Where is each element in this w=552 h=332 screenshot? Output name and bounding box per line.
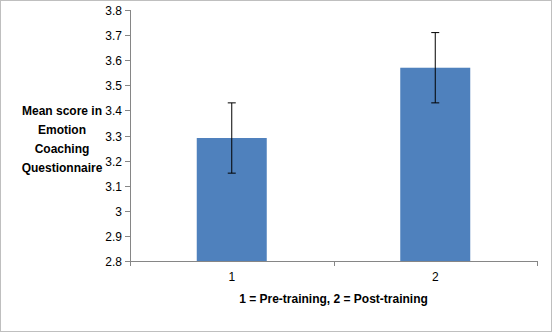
- x-tick: [537, 261, 538, 266]
- chart-frame: [1, 1, 552, 332]
- y-tick-label: 2.8: [105, 255, 122, 269]
- error-stem: [231, 103, 232, 173]
- y-tick-label: 3.2: [105, 155, 122, 169]
- chart: {"chart_data": {"type": "bar", "y_label"…: [0, 0, 552, 332]
- error-cap: [431, 32, 439, 33]
- y-tick-label: 3.6: [105, 54, 122, 68]
- x-tick: [130, 261, 131, 266]
- y-tick: [125, 110, 130, 111]
- y-tick: [125, 35, 130, 36]
- y-axis-label: Mean score in Emotion Coaching Questionn…: [12, 102, 112, 178]
- y-tick: [125, 60, 130, 61]
- x-axis: [130, 261, 537, 262]
- x-axis-label: 1 = Pre-training, 2 = Post-training: [239, 292, 428, 306]
- bars: [197, 33, 471, 261]
- y-tick-label: 2.9: [105, 230, 122, 244]
- x-tick-label: 2: [432, 270, 439, 284]
- y-tick: [125, 85, 130, 86]
- y-tick-label: 3.4: [105, 104, 122, 118]
- y-tick: [125, 136, 130, 137]
- y-axis: [130, 10, 131, 261]
- error-bar: [431, 33, 439, 103]
- x-tick: [334, 261, 335, 266]
- y-tick: [125, 186, 130, 187]
- y-tick: [125, 161, 130, 162]
- y-tick-label: 3: [115, 205, 122, 219]
- error-cap: [228, 102, 236, 103]
- error-cap: [228, 173, 236, 174]
- x-tick-label: 1: [228, 270, 235, 284]
- y-tick-label: 3.7: [105, 29, 122, 43]
- error-bar: [228, 103, 236, 173]
- y-tick: [125, 10, 130, 11]
- y-tick-label: 3.5: [105, 79, 122, 93]
- y-tick-label: 3.3: [105, 130, 122, 144]
- y-tick: [125, 236, 130, 237]
- y-tick: [125, 261, 130, 262]
- error-stem: [435, 33, 436, 103]
- y-tick: [125, 211, 130, 212]
- error-cap: [431, 102, 439, 103]
- y-tick-label: 3.8: [105, 4, 122, 18]
- y-tick-label: 3.1: [105, 180, 122, 194]
